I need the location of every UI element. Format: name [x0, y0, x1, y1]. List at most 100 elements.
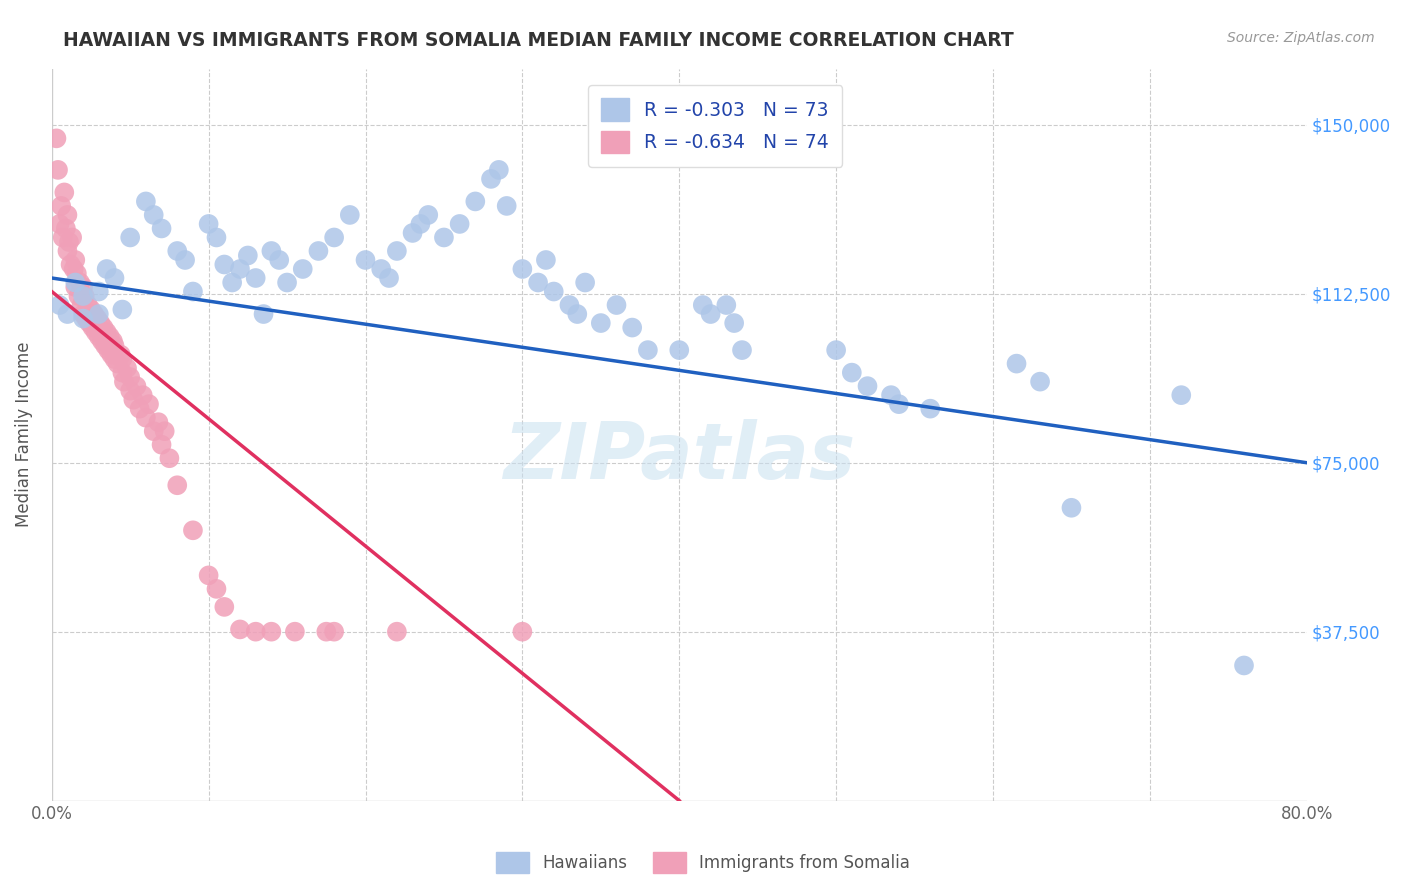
- Legend: Hawaiians, Immigrants from Somalia: Hawaiians, Immigrants from Somalia: [489, 846, 917, 880]
- Point: [464, 194, 486, 209]
- Point: [574, 276, 596, 290]
- Point: [205, 230, 228, 244]
- Point: [527, 276, 550, 290]
- Point: [120, 370, 142, 384]
- Point: [83, 307, 105, 321]
- Point: [181, 524, 204, 538]
- Point: [72, 311, 94, 326]
- Point: [205, 582, 228, 596]
- Point: [115, 361, 138, 376]
- Point: [87, 329, 110, 343]
- Point: [1060, 500, 1083, 515]
- Point: [80, 302, 103, 317]
- Point: [1005, 357, 1028, 371]
- Point: [157, 451, 180, 466]
- Point: [1233, 658, 1256, 673]
- Point: [409, 217, 432, 231]
- Point: [315, 624, 337, 639]
- Point: [229, 623, 252, 637]
- Point: [245, 624, 267, 639]
- Point: [97, 343, 120, 357]
- Point: [75, 311, 97, 326]
- Point: [107, 357, 129, 371]
- Point: [87, 307, 110, 321]
- Point: [512, 262, 534, 277]
- Point: [887, 397, 910, 411]
- Text: Source: ZipAtlas.com: Source: ZipAtlas.com: [1227, 31, 1375, 45]
- Point: [56, 307, 79, 321]
- Point: [512, 624, 534, 639]
- Point: [93, 320, 115, 334]
- Point: [269, 252, 291, 267]
- Point: [120, 384, 142, 398]
- Point: [197, 568, 219, 582]
- Y-axis label: Median Family Income: Median Family Income: [15, 342, 32, 527]
- Point: [72, 289, 94, 303]
- Point: [79, 316, 101, 330]
- Point: [378, 271, 401, 285]
- Point: [920, 401, 942, 416]
- Point: [142, 208, 165, 222]
- Point: [91, 334, 114, 348]
- Point: [589, 316, 612, 330]
- Point: [72, 307, 94, 321]
- Point: [55, 221, 77, 235]
- Point: [87, 285, 110, 299]
- Point: [51, 199, 73, 213]
- Point: [181, 285, 204, 299]
- Point: [122, 392, 145, 407]
- Point: [112, 375, 135, 389]
- Point: [60, 230, 83, 244]
- Point: [284, 624, 307, 639]
- Point: [723, 316, 745, 330]
- Point: [354, 252, 377, 267]
- Point: [385, 624, 408, 639]
- Point: [825, 343, 848, 357]
- Point: [100, 348, 122, 362]
- Point: [385, 244, 408, 258]
- Point: [48, 298, 70, 312]
- Point: [52, 230, 75, 244]
- Point: [668, 343, 690, 357]
- Point: [76, 298, 98, 312]
- Point: [276, 276, 298, 290]
- Point: [449, 217, 471, 231]
- Point: [73, 289, 96, 303]
- Point: [89, 316, 111, 330]
- Point: [56, 208, 79, 222]
- Point: [69, 276, 91, 290]
- Point: [120, 230, 142, 244]
- Point: [70, 298, 93, 312]
- Point: [142, 424, 165, 438]
- Point: [103, 352, 125, 367]
- Point: [132, 388, 155, 402]
- Point: [401, 226, 423, 240]
- Point: [731, 343, 754, 357]
- Point: [260, 244, 283, 258]
- Point: [45, 131, 67, 145]
- Point: [605, 298, 627, 312]
- Point: [150, 438, 173, 452]
- Point: [65, 252, 87, 267]
- Point: [153, 424, 176, 438]
- Point: [86, 311, 108, 326]
- Point: [101, 334, 124, 348]
- Point: [214, 599, 236, 614]
- Point: [111, 366, 134, 380]
- Point: [56, 244, 79, 258]
- Point: [418, 208, 440, 222]
- Point: [166, 478, 188, 492]
- Point: [110, 348, 132, 362]
- Point: [103, 271, 125, 285]
- Point: [621, 320, 644, 334]
- Point: [339, 208, 361, 222]
- Point: [62, 262, 84, 277]
- Point: [841, 366, 863, 380]
- Point: [150, 221, 173, 235]
- Point: [111, 352, 134, 367]
- Point: [291, 262, 314, 277]
- Point: [135, 410, 157, 425]
- Text: HAWAIIAN VS IMMIGRANTS FROM SOMALIA MEDIAN FAMILY INCOME CORRELATION CHART: HAWAIIAN VS IMMIGRANTS FROM SOMALIA MEDI…: [63, 31, 1014, 50]
- Point: [138, 397, 160, 411]
- Point: [229, 262, 252, 277]
